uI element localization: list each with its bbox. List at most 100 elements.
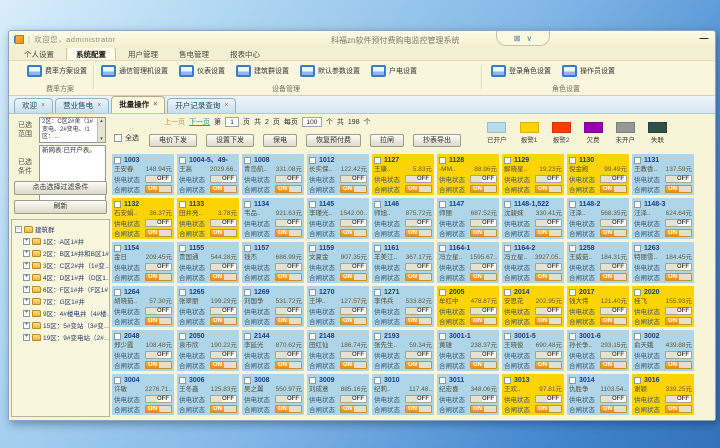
switch-on-toggle[interactable]: ON (665, 361, 692, 369)
supply-off-toggle[interactable]: OFF (600, 307, 627, 315)
card-checkbox[interactable] (634, 332, 641, 340)
ribbon-tab[interactable]: 系统配置 (66, 47, 116, 60)
card-checkbox[interactable] (179, 244, 186, 252)
supply-off-toggle[interactable]: OFF (405, 175, 432, 183)
ribbon-button[interactable]: 通信管理机设置 (101, 65, 168, 77)
card-checkbox[interactable] (439, 200, 446, 208)
card-checkbox[interactable] (244, 332, 251, 340)
supply-off-toggle[interactable]: OFF (340, 263, 367, 271)
switch-on-toggle[interactable]: ON (535, 317, 562, 325)
ribbon-button[interactable]: 默认参数设置 (300, 65, 360, 77)
tree-item[interactable]: + 3区：C区2#井（1#变… (23, 259, 109, 271)
card-checkbox[interactable] (309, 376, 316, 384)
card-checkbox[interactable] (309, 332, 316, 340)
card-checkbox[interactable] (439, 156, 446, 164)
tree-item[interactable]: + 2区：B区1#井和B区1#… (23, 247, 109, 259)
toolbar-button[interactable]: 电价下发 (149, 134, 197, 147)
ribbon-button[interactable]: 户电设置 (371, 65, 417, 77)
close-icon[interactable]: × (153, 101, 158, 108)
expand-icon[interactable]: + (23, 237, 30, 245)
card-checkbox[interactable] (504, 156, 511, 164)
switch-on-toggle[interactable]: ON (470, 273, 497, 281)
toolbar-button[interactable]: 抄表导出 (413, 134, 461, 147)
switch-on-toggle[interactable]: ON (470, 361, 497, 369)
card-checkbox[interactable] (244, 156, 251, 164)
prev-page-link[interactable]: 上一页 (164, 119, 185, 126)
tree-item[interactable]: + 6区：F区1#井（F区1#… (23, 283, 109, 295)
collapse-icon[interactable]: - (15, 225, 22, 233)
expand-icon[interactable]: + (23, 249, 30, 257)
tree-root-item[interactable]: - 建筑群 (15, 223, 109, 235)
switch-on-toggle[interactable]: ON (210, 317, 237, 325)
card-checkbox[interactable] (244, 288, 251, 296)
supply-off-toggle[interactable]: OFF (600, 219, 627, 227)
supply-off-toggle[interactable]: OFF (210, 307, 237, 315)
document-tab[interactable]: 欢迎 × (14, 98, 54, 113)
switch-on-toggle[interactable]: ON (405, 405, 432, 413)
switch-on-toggle[interactable]: ON (210, 273, 237, 281)
tree-item[interactable]: + 15区：5#变站（3#变… (23, 319, 109, 331)
toolbar-button[interactable]: 保电 (263, 134, 297, 147)
switch-on-toggle[interactable]: ON (145, 317, 172, 325)
expand-icon[interactable]: + (23, 309, 30, 317)
supply-off-toggle[interactable]: OFF (535, 307, 562, 315)
card-checkbox[interactable] (114, 200, 121, 208)
switch-on-toggle[interactable]: ON (275, 405, 302, 413)
supply-off-toggle[interactable]: OFF (210, 263, 237, 271)
switch-on-toggle[interactable]: ON (535, 229, 562, 237)
expand-icon[interactable]: + (23, 297, 30, 305)
expand-icon[interactable]: + (23, 321, 30, 329)
card-checkbox[interactable] (374, 376, 381, 384)
supply-off-toggle[interactable]: OFF (405, 351, 432, 359)
supply-off-toggle[interactable]: OFF (340, 175, 367, 183)
supply-off-toggle[interactable]: OFF (340, 307, 367, 315)
card-checkbox[interactable] (244, 200, 251, 208)
switch-on-toggle[interactable]: ON (340, 405, 367, 413)
switch-on-toggle[interactable]: ON (275, 361, 302, 369)
card-checkbox[interactable] (179, 332, 186, 340)
expand-icon[interactable]: + (23, 333, 30, 341)
supply-off-toggle[interactable]: OFF (535, 395, 562, 403)
card-checkbox[interactable] (504, 332, 511, 340)
card-checkbox[interactable] (374, 244, 381, 252)
switch-on-toggle[interactable]: ON (535, 273, 562, 281)
expand-icon[interactable]: + (23, 273, 30, 281)
close-icon[interactable]: × (224, 102, 229, 109)
switch-on-toggle[interactable]: ON (210, 405, 237, 413)
tree-item[interactable]: + 19区：9#变电站（2#… (23, 331, 109, 343)
supply-off-toggle[interactable]: OFF (470, 263, 497, 271)
supply-off-toggle[interactable]: OFF (665, 219, 692, 227)
switch-on-toggle[interactable]: ON (665, 229, 692, 237)
card-checkbox[interactable] (569, 288, 576, 296)
supply-off-toggle[interactable]: OFF (145, 307, 172, 315)
switch-on-toggle[interactable]: ON (665, 185, 692, 193)
tree-item[interactable]: + 7区：G区1#井 (23, 295, 109, 307)
card-checkbox[interactable] (634, 376, 641, 384)
card-checkbox[interactable] (634, 288, 641, 296)
supply-off-toggle[interactable]: OFF (275, 175, 302, 183)
card-checkbox[interactable] (439, 376, 446, 384)
selected-range-listbox[interactable]: 2区：C区2#舍（1#变电、2#变电、/1区：… ▲ ▼ (39, 117, 106, 143)
supply-off-toggle[interactable]: OFF (275, 395, 302, 403)
expand-icon[interactable]: + (23, 261, 30, 269)
supply-off-toggle[interactable]: OFF (275, 351, 302, 359)
card-checkbox[interactable] (179, 156, 186, 164)
card-checkbox[interactable] (504, 376, 511, 384)
expand-icon[interactable]: ⊠ (513, 33, 521, 43)
switch-on-toggle[interactable]: ON (600, 361, 627, 369)
switch-on-toggle[interactable]: ON (405, 185, 432, 193)
switch-on-toggle[interactable]: ON (145, 273, 172, 281)
supply-off-toggle[interactable]: OFF (145, 219, 172, 227)
card-checkbox[interactable] (504, 200, 511, 208)
switch-on-toggle[interactable]: ON (600, 273, 627, 281)
switch-on-toggle[interactable]: ON (340, 185, 367, 193)
ribbon-button[interactable]: 费率方案设置 (27, 65, 87, 77)
supply-off-toggle[interactable]: OFF (665, 307, 692, 315)
supply-off-toggle[interactable]: OFF (535, 263, 562, 271)
switch-on-toggle[interactable]: ON (340, 273, 367, 281)
document-tab[interactable]: 营业售电 × (55, 98, 110, 113)
supply-off-toggle[interactable]: OFF (275, 307, 302, 315)
card-checkbox[interactable] (309, 200, 316, 208)
ribbon-tab[interactable]: 售电管理 (179, 50, 209, 59)
refresh-button[interactable]: 刷新 (14, 200, 107, 214)
